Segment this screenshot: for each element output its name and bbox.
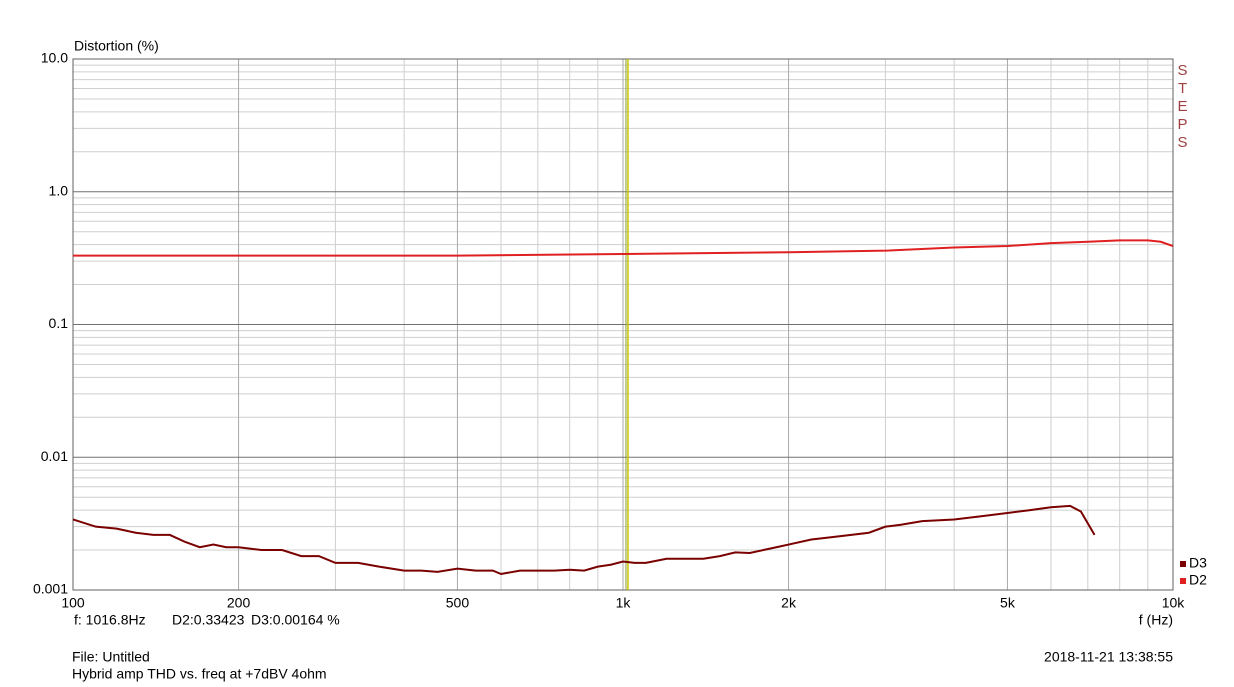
x-tick-label: 2k	[781, 595, 797, 611]
data-line	[73, 239, 1174, 257]
y-tick-label: 0.001	[33, 581, 68, 597]
subtitle: Hybrid amp THD vs. freq at +7dBV 4ohm	[72, 666, 327, 682]
timestamp: 2018-11-21 13:38:55	[1044, 649, 1173, 665]
y-tick-label: 10.0	[41, 50, 68, 66]
y-axis-label: Distortion (%)	[74, 38, 159, 54]
side-label: STEPS	[1174, 62, 1191, 152]
x-axis-label: f (Hz)	[1139, 612, 1173, 628]
legend-swatch	[1180, 561, 1186, 567]
legend-label: D2	[1189, 572, 1207, 588]
legend-label: D3	[1189, 555, 1207, 571]
x-tick-label: 500	[446, 595, 470, 611]
y-tick-label: 0.01	[41, 448, 68, 464]
data-line	[72, 504, 1096, 576]
y-tick-label: 0.1	[49, 315, 69, 331]
x-tick-label: 10k	[1162, 595, 1186, 611]
x-tick-label: 100	[61, 595, 85, 611]
readout: f: 1016.8Hz	[74, 612, 146, 628]
file-name: File: Untitled	[72, 649, 150, 665]
plot-border	[72, 58, 1174, 591]
readout: D2:0.33423	[172, 612, 245, 628]
legend-swatch	[1180, 578, 1186, 584]
x-tick-label: 200	[227, 595, 251, 611]
x-tick-label: 1k	[616, 595, 632, 611]
readout: D3:0.00164 %	[251, 612, 340, 628]
x-tick-label: 5k	[1000, 595, 1016, 611]
y-tick-label: 1.0	[49, 182, 69, 198]
